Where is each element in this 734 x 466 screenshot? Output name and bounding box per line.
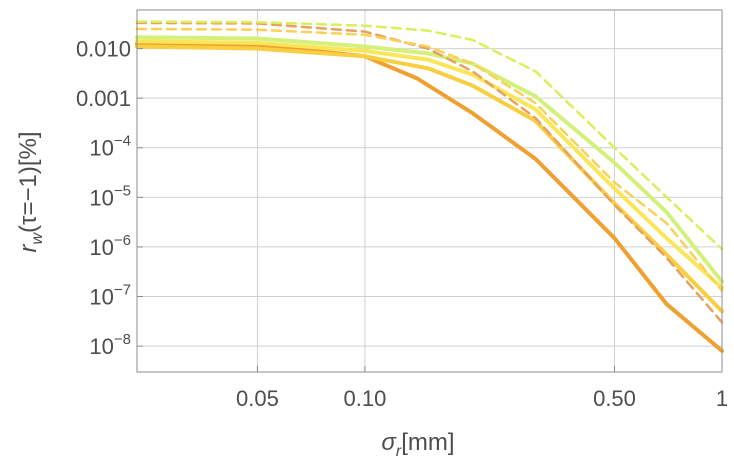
y-tick-label: 10−8	[89, 331, 131, 359]
y-tick-base: 10	[89, 185, 113, 210]
y-axis-title: rw(τ=−1)[%]	[15, 131, 46, 252]
series-line-7-dashed	[135, 20, 724, 251]
y-tick-label: 10−6	[89, 232, 131, 260]
x-tick-label: 1	[716, 386, 728, 411]
x-tick-label: 0.50	[593, 386, 636, 411]
y-tick-base: 10	[89, 284, 113, 309]
plot-background	[137, 10, 722, 372]
x-tick-label: 0.05	[236, 386, 279, 411]
y-tick-base: 10	[89, 235, 113, 260]
series-line-3-solid	[135, 39, 724, 290]
y-tick-exponent: −6	[114, 232, 131, 249]
y-tick-exponent: −4	[114, 133, 131, 150]
ticks	[137, 48, 723, 372]
y-tick-exponent: −5	[114, 182, 131, 199]
y-tick-base: 10	[89, 136, 113, 161]
series-line-5-dashed	[135, 21, 724, 324]
y-tick-label: 10−5	[89, 182, 131, 210]
series-line-1-solid	[135, 41, 724, 353]
y-tick-label: 10−7	[89, 281, 131, 309]
y-tick-exponent: −8	[114, 331, 131, 348]
y-tick-exponent: −7	[114, 281, 131, 298]
x-tick-label: 0.10	[344, 386, 387, 411]
plot-frame	[136, 9, 723, 373]
series-layer	[135, 20, 724, 353]
series-line-6-dashed	[135, 27, 724, 293]
y-tick-label: 0.001	[76, 86, 131, 111]
series-line-2-solid	[135, 44, 724, 314]
tick-labels: 0.05 0.10 0.50 10.0100.00110−410−510−610−71…	[76, 37, 728, 411]
y-tick-label: 10−4	[89, 133, 131, 161]
y-tick-base: 10	[89, 334, 113, 359]
y-tick-label: 0.010	[76, 37, 131, 62]
x-axis-title: σr[mm]	[381, 429, 454, 460]
